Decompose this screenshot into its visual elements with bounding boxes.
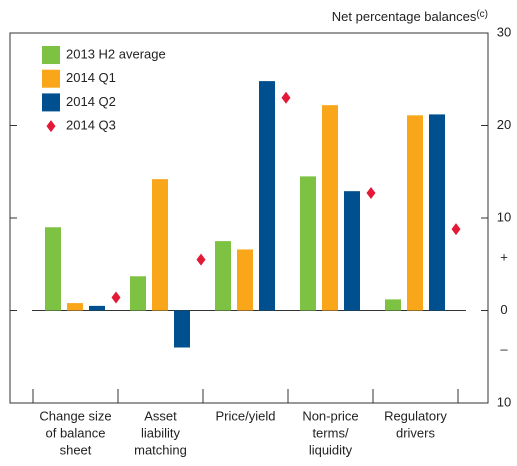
x-tick-label: drivers (396, 425, 436, 440)
y-tick-label: 0 (500, 302, 507, 317)
axis-title: Net percentage balances(c) (332, 9, 488, 25)
bar (237, 249, 253, 311)
legend-swatch (42, 46, 60, 64)
bar (385, 299, 401, 311)
x-tick-label: Non-price (302, 408, 358, 423)
diamond (281, 91, 291, 104)
bar (259, 81, 275, 311)
legend-swatch (42, 69, 60, 88)
x-tick-label: sheet (60, 442, 92, 457)
diamond (196, 253, 206, 266)
y-tick-label: 30 (497, 24, 511, 39)
axis-title-text: Net percentage balances (332, 9, 477, 24)
x-tick-label: liquidity (309, 442, 353, 457)
bar (130, 276, 146, 311)
bar (67, 303, 83, 311)
x-tick-label: Change size (39, 408, 111, 423)
x-tick-label: liability (141, 425, 181, 440)
sign-label: – (500, 341, 508, 356)
bar (89, 305, 105, 311)
axis-title-note: (c) (476, 9, 488, 20)
x-tick-label: Asset (144, 408, 177, 423)
y-tick-label: 10 (497, 394, 511, 409)
legend-label: 2014 Q1 (66, 70, 116, 85)
bar (322, 105, 338, 311)
bar (152, 179, 168, 311)
x-tick-label: terms/ (312, 425, 349, 440)
legend-label: 2014 Q3 (66, 118, 116, 133)
x-tick-label: Regulatory (384, 408, 447, 423)
legend-label: 2013 H2 average (66, 46, 166, 61)
bar (407, 115, 423, 311)
bar (429, 114, 445, 311)
y-tick-label: 10 (497, 209, 511, 224)
y-tick-label: 20 (497, 117, 511, 132)
diamond (111, 291, 121, 304)
x-tick-label: matching (134, 442, 187, 457)
x-tick-label: Price/yield (216, 408, 276, 423)
legend-swatch (42, 93, 60, 112)
diamond (451, 223, 461, 236)
bar (344, 191, 360, 311)
diamond (366, 187, 376, 200)
bar (45, 227, 61, 311)
legend-swatch (46, 120, 56, 133)
bar (300, 176, 316, 311)
legend-label: 2014 Q2 (66, 94, 116, 109)
bar (215, 241, 231, 311)
sign-label: + (500, 249, 508, 264)
x-tick-label: of balance (46, 425, 106, 440)
bar (174, 310, 190, 348)
